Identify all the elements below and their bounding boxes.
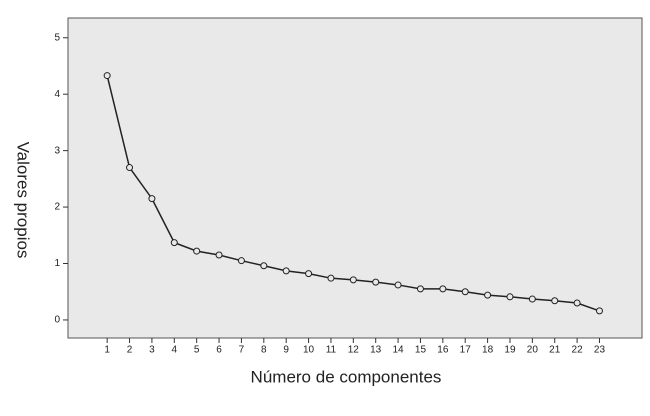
x-tick-label: 23 (594, 345, 606, 356)
point (327, 274, 335, 282)
x-tick-label: 2 (127, 345, 133, 356)
point (416, 285, 424, 293)
x-tick-label: 19 (504, 345, 516, 356)
point (237, 257, 245, 265)
point (439, 285, 447, 293)
point (484, 291, 492, 299)
x-tick-label: 14 (393, 345, 405, 356)
x-tick-label: 12 (348, 345, 360, 356)
x-tick-label: 4 (172, 345, 178, 356)
point (282, 267, 290, 275)
x-tick-label: 17 (460, 345, 472, 356)
point (551, 297, 559, 305)
y-tick-label: 0 (54, 315, 60, 326)
y-tick-label: 5 (54, 32, 60, 43)
point (126, 164, 134, 172)
x-tick-label: 9 (283, 345, 289, 356)
point (394, 281, 402, 289)
x-tick-label: 1 (104, 345, 110, 356)
x-tick-label: 11 (326, 345, 337, 356)
x-tick-label: 5 (194, 345, 200, 356)
point (193, 247, 201, 255)
y-tick-label: 4 (54, 89, 60, 100)
point (372, 278, 380, 286)
x-tick-label: 21 (549, 345, 561, 356)
point (349, 276, 357, 284)
point (260, 262, 268, 270)
x-tick-label: 20 (527, 345, 539, 356)
point (595, 307, 603, 315)
x-tick-label: 13 (370, 345, 382, 356)
point (148, 195, 156, 203)
point (305, 270, 313, 278)
x-tick-label: 10 (303, 345, 315, 356)
point (170, 239, 178, 247)
y-tick-label: 3 (54, 145, 60, 156)
plot-area (67, 17, 643, 339)
x-tick-label: 3 (149, 345, 155, 356)
y-axis-title: Valores propios (14, 142, 33, 259)
x-tick-label: 6 (216, 345, 222, 356)
point (103, 72, 111, 80)
point (215, 251, 223, 259)
x-tick-label: 18 (482, 345, 494, 356)
point (573, 299, 581, 307)
x-tick-label: 15 (415, 345, 427, 356)
x-axis-title: Número de componentes (251, 367, 442, 386)
point (461, 288, 469, 296)
x-tick-label: 16 (437, 345, 449, 356)
y-tick-label: 1 (54, 258, 60, 269)
x-tick-label: 7 (239, 345, 245, 356)
point (528, 295, 536, 303)
y-tick-label: 2 (54, 202, 60, 213)
x-tick-label: 8 (261, 345, 267, 356)
point (506, 293, 514, 301)
x-tick-label: 22 (572, 345, 584, 356)
